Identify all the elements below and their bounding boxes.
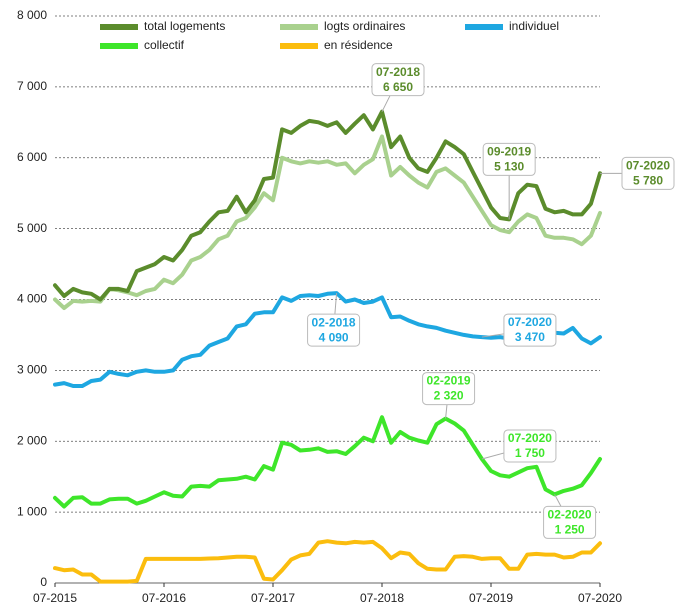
x-tick-label: 07-2018	[360, 591, 404, 605]
callout-date: 09-2019	[487, 145, 531, 159]
x-tick-label: 07-2019	[469, 591, 513, 605]
callout-date: 07-2018	[376, 65, 420, 79]
series-line	[53, 415, 602, 509]
callout-box	[543, 505, 597, 539]
callout-date: 07-2020	[626, 159, 670, 173]
callout-date: 02-2020	[548, 508, 592, 522]
legend-label: logts ordinaires	[324, 19, 405, 33]
legend-label: en résidence	[324, 38, 393, 52]
callout-value: 6 650	[383, 80, 413, 94]
y-tick-label: 1 000	[17, 504, 47, 518]
x-tick-label: 07-2020	[578, 591, 622, 605]
y-tick-label: 5 000	[17, 221, 47, 235]
callout-box	[422, 372, 476, 406]
callout-date: 02-2019	[427, 374, 471, 388]
callout-box	[621, 156, 675, 190]
callout-value: 2 320	[434, 389, 464, 403]
y-tick-label: 6 000	[17, 150, 47, 164]
legend-label: collectif	[144, 38, 185, 52]
callout-box	[503, 313, 557, 347]
y-tick-label: 7 000	[17, 79, 47, 93]
x-tick-label: 07-2017	[251, 591, 295, 605]
x-tick-label: 07-2015	[33, 591, 77, 605]
callout-value: 4 090	[319, 330, 349, 344]
series-line	[53, 109, 602, 302]
y-tick-label: 3 000	[17, 363, 47, 377]
y-tick-label: 4 000	[17, 292, 47, 306]
callout-value: 3 470	[515, 330, 545, 344]
callout-date: 07-2020	[508, 315, 552, 329]
y-tick-label: 8 000	[17, 8, 47, 22]
callout-box	[307, 313, 361, 347]
callout-value: 1 250	[555, 523, 585, 537]
callout-box	[371, 63, 425, 97]
callout-value: 5 780	[633, 174, 663, 188]
y-tick-label: 2 000	[17, 433, 47, 447]
callout-date: 02-2018	[312, 315, 356, 329]
callout-box	[503, 429, 557, 463]
legend-label: total logements	[144, 19, 225, 33]
callout-value: 1 750	[515, 446, 545, 460]
callout-date: 07-2020	[508, 431, 552, 445]
y-tick-label: 0	[40, 575, 47, 589]
callout-box	[482, 142, 536, 176]
series-line	[53, 539, 602, 584]
callout-value: 5 130	[494, 160, 524, 174]
legend-label: individuel	[509, 19, 559, 33]
series-line	[53, 134, 602, 310]
x-tick-label: 07-2016	[142, 591, 186, 605]
